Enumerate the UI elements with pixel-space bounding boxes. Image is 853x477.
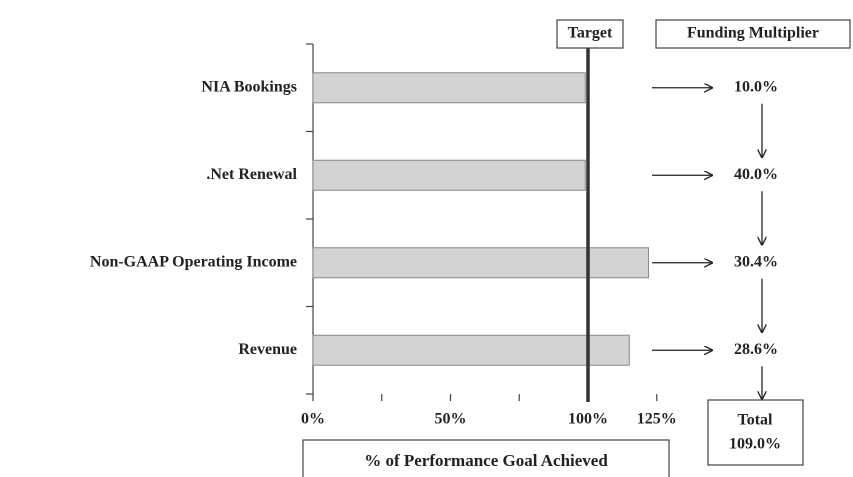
bar <box>312 247 649 279</box>
y-tick-label: Non-GAAP Operating Income <box>90 253 297 270</box>
y-tick-label: NIA Bookings <box>201 78 297 95</box>
target-box <box>556 19 624 49</box>
multiplier-label: 28.6% <box>734 341 778 358</box>
total-box <box>707 399 804 466</box>
total-label: Total <box>738 412 774 429</box>
x-axis-label: % of Performance Goal Achieved <box>364 451 608 470</box>
multiplier-box <box>655 19 851 49</box>
x-label-box <box>302 439 670 477</box>
x-tick-label: 50% <box>435 411 467 428</box>
total-value: 109.0% <box>729 436 781 453</box>
x-tick-label: 125% <box>637 411 677 428</box>
multiplier-label: 40.0% <box>734 166 778 183</box>
bar <box>312 334 630 366</box>
target-label: Target <box>568 25 613 42</box>
y-tick-label: Revenue <box>238 341 297 358</box>
multiplier-label: 30.4% <box>734 253 778 270</box>
multiplier-title: Funding Multiplier <box>687 25 819 42</box>
multiplier-label: 10.0% <box>734 78 778 95</box>
bar <box>312 159 586 191</box>
x-tick-label: 100% <box>568 411 608 428</box>
y-tick-label: .Net Renewal <box>206 166 297 183</box>
bar <box>312 72 586 104</box>
x-tick-label: 0% <box>301 411 325 428</box>
